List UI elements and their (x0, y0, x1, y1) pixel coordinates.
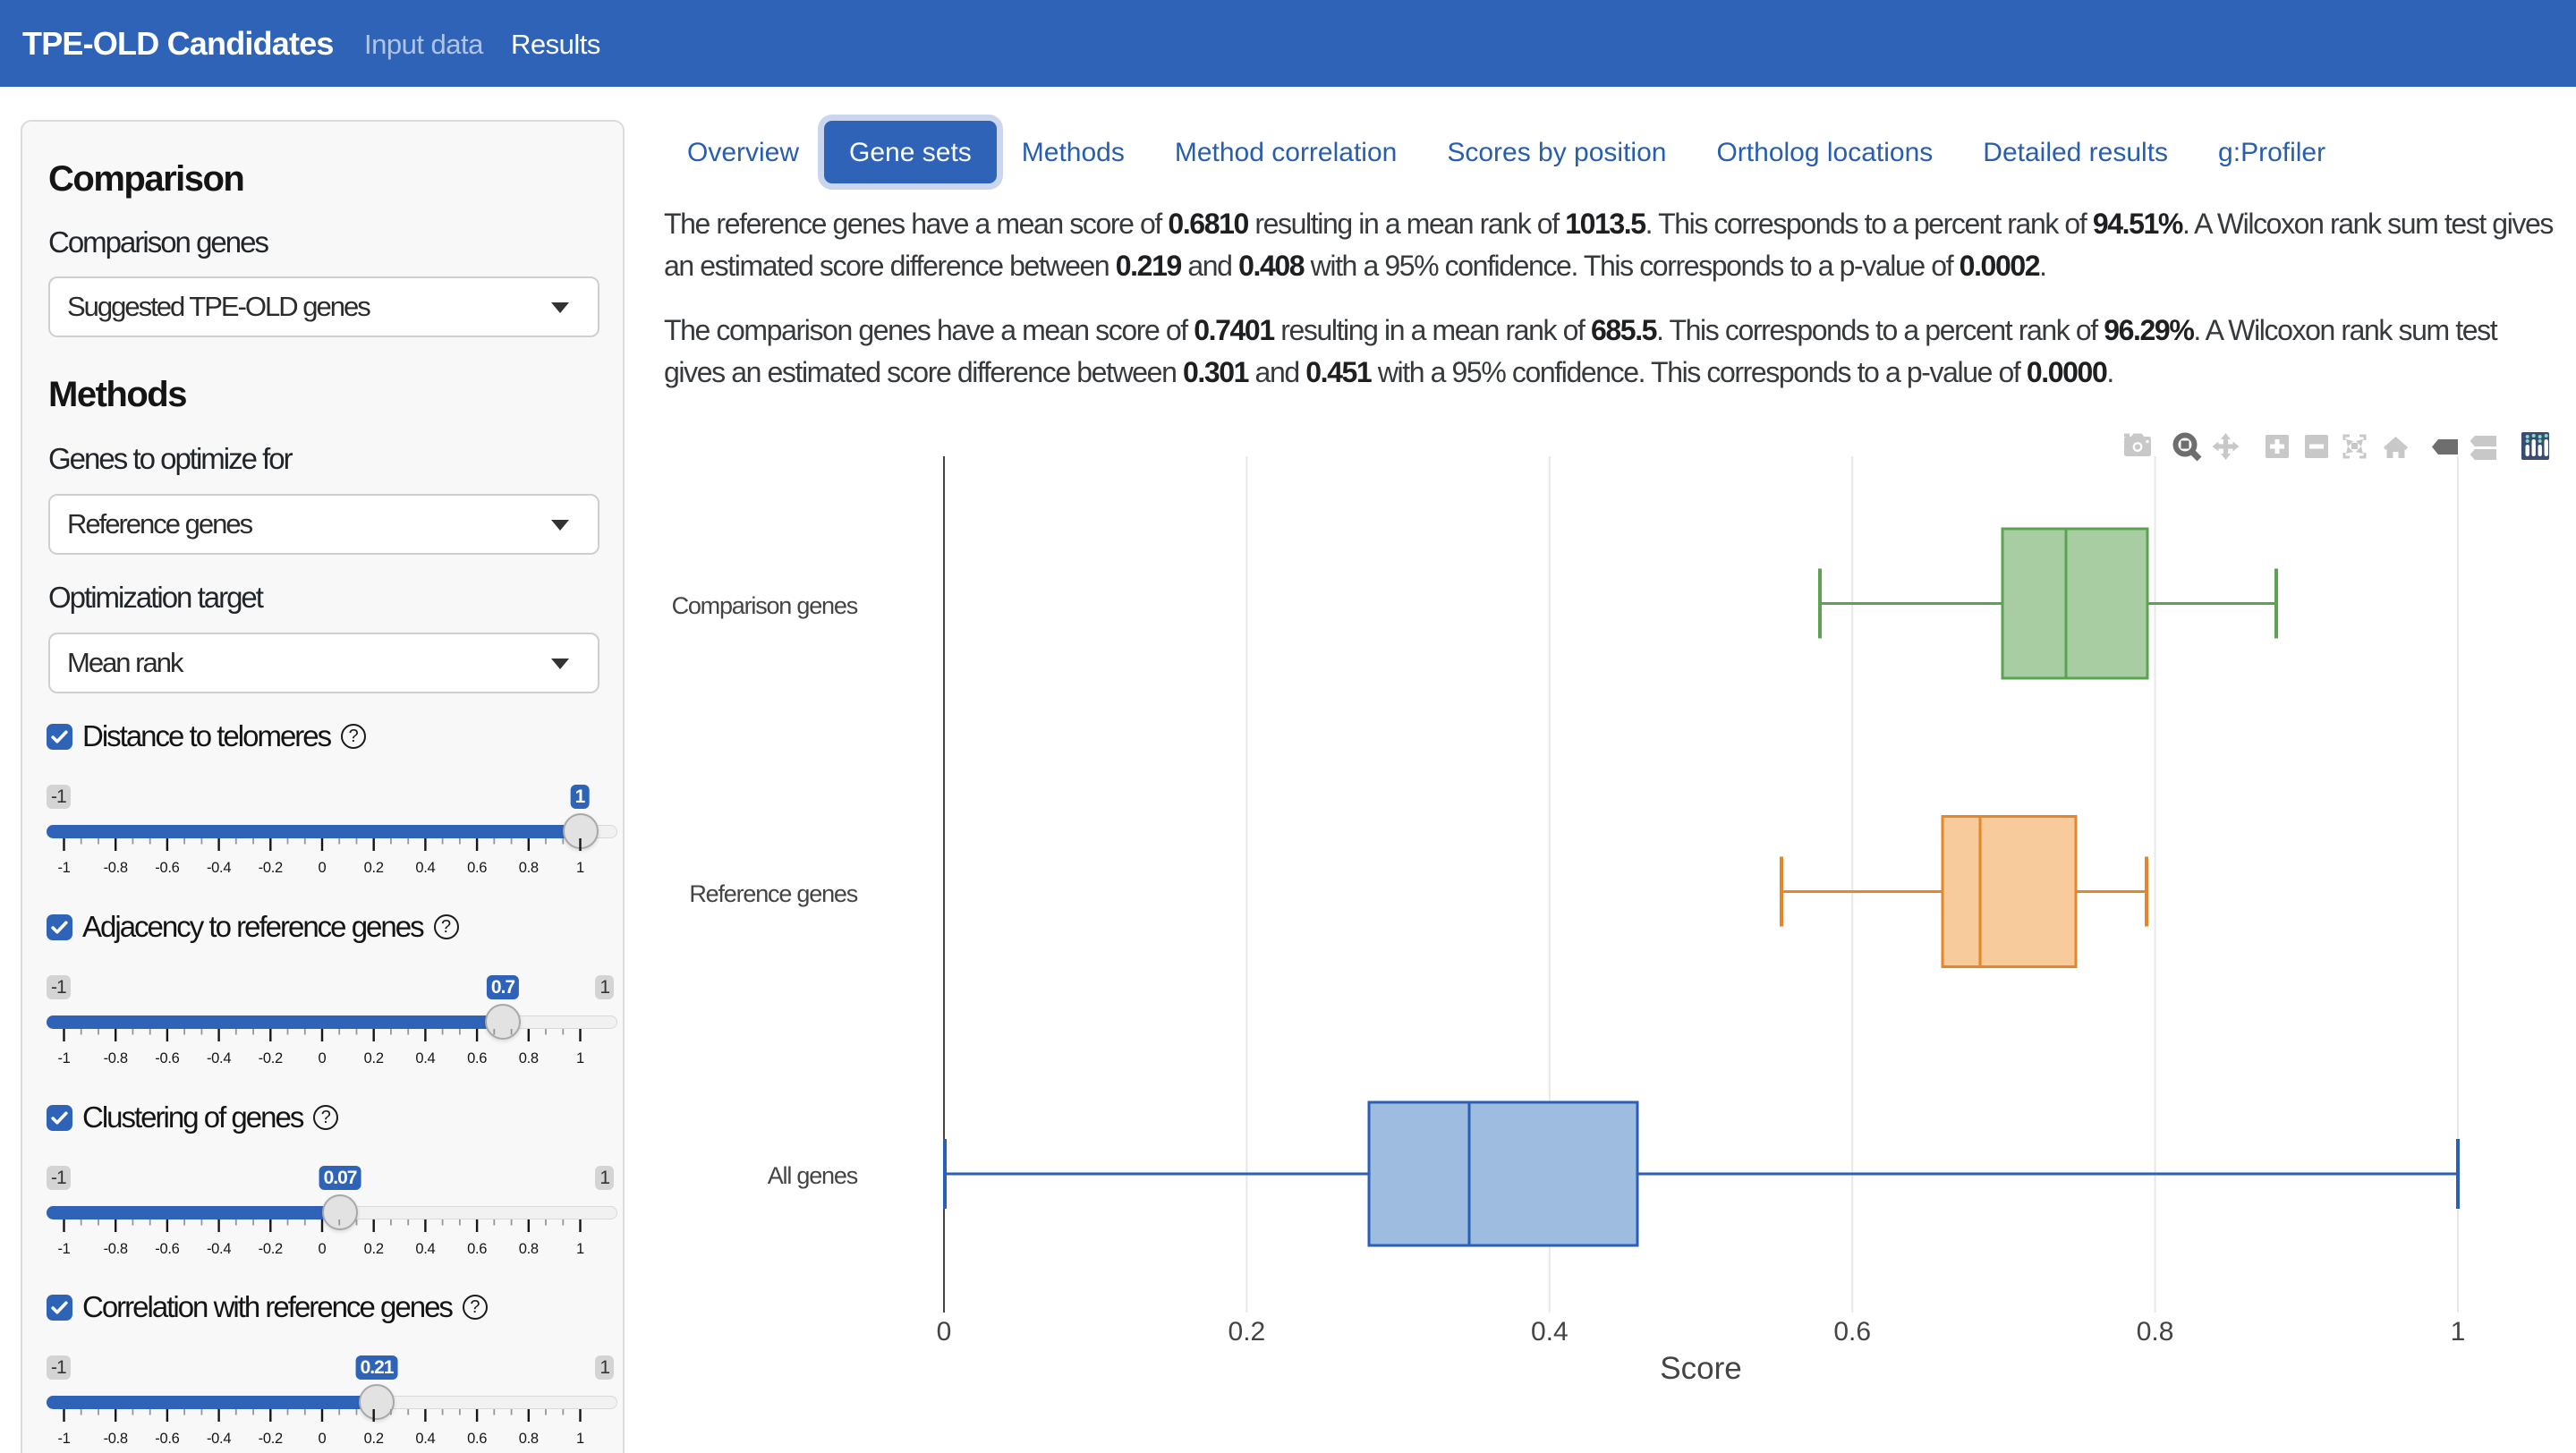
svg-text:-0.6: -0.6 (155, 860, 179, 876)
svg-text:-0.2: -0.2 (259, 1050, 283, 1066)
svg-text:0.6: 0.6 (467, 1431, 487, 1447)
svg-text:-1: -1 (57, 1050, 70, 1066)
svg-text:0.8: 0.8 (2137, 1317, 2174, 1347)
svg-text:1: 1 (2451, 1317, 2466, 1347)
svg-text:-0.8: -0.8 (104, 1241, 128, 1257)
svg-text:0.8: 0.8 (519, 1431, 539, 1447)
svg-text:-0.6: -0.6 (155, 1241, 179, 1257)
svg-text:0.2: 0.2 (364, 860, 384, 876)
svg-text:0: 0 (937, 1317, 952, 1347)
svg-text:0.4: 0.4 (1531, 1317, 1569, 1347)
svg-text:1: 1 (576, 1050, 584, 1066)
svg-text:0.4: 0.4 (415, 1050, 435, 1066)
svg-text:0.8: 0.8 (519, 1050, 539, 1066)
svg-text:0.8: 0.8 (519, 1241, 539, 1257)
svg-text:0: 0 (319, 1431, 327, 1447)
svg-text:0.6: 0.6 (467, 860, 487, 876)
svg-text:-0.6: -0.6 (155, 1050, 179, 1066)
svg-text:-0.4: -0.4 (207, 1431, 231, 1447)
svg-text:0: 0 (319, 860, 327, 876)
svg-text:0.2: 0.2 (1228, 1317, 1266, 1347)
svg-text:-1: -1 (57, 1431, 70, 1447)
svg-text:0: 0 (319, 1241, 327, 1257)
svg-text:0.8: 0.8 (519, 860, 539, 876)
svg-text:0.4: 0.4 (415, 1241, 435, 1257)
svg-text:0.2: 0.2 (364, 1050, 384, 1066)
svg-text:Reference genes: Reference genes (689, 880, 857, 907)
svg-text:-0.4: -0.4 (207, 1241, 231, 1257)
svg-text:0.6: 0.6 (1833, 1317, 1871, 1347)
svg-text:0.6: 0.6 (467, 1050, 487, 1066)
svg-text:0: 0 (319, 1050, 327, 1066)
svg-text:-0.2: -0.2 (259, 1241, 283, 1257)
svg-text:All genes: All genes (768, 1162, 858, 1189)
svg-text:-0.6: -0.6 (155, 1431, 179, 1447)
svg-text:Score: Score (1660, 1351, 1741, 1386)
svg-text:-0.8: -0.8 (104, 1431, 128, 1447)
svg-text:-0.2: -0.2 (259, 1431, 283, 1447)
svg-text:0.6: 0.6 (467, 1241, 487, 1257)
svg-text:0.2: 0.2 (364, 1241, 384, 1257)
svg-text:-1: -1 (57, 1241, 70, 1257)
svg-text:0.4: 0.4 (415, 860, 435, 876)
svg-text:-0.2: -0.2 (259, 860, 283, 876)
svg-text:-1: -1 (57, 860, 70, 876)
svg-text:1: 1 (576, 860, 584, 876)
svg-text:1: 1 (576, 1241, 584, 1257)
svg-text:0.2: 0.2 (364, 1431, 384, 1447)
svg-text:-0.8: -0.8 (104, 860, 128, 876)
svg-text:-0.4: -0.4 (207, 860, 231, 876)
svg-text:0.4: 0.4 (415, 1431, 435, 1447)
svg-text:1: 1 (576, 1431, 584, 1447)
svg-text:Comparison genes: Comparison genes (672, 592, 858, 619)
svg-text:-0.4: -0.4 (207, 1050, 231, 1066)
svg-text:-0.8: -0.8 (104, 1050, 128, 1066)
